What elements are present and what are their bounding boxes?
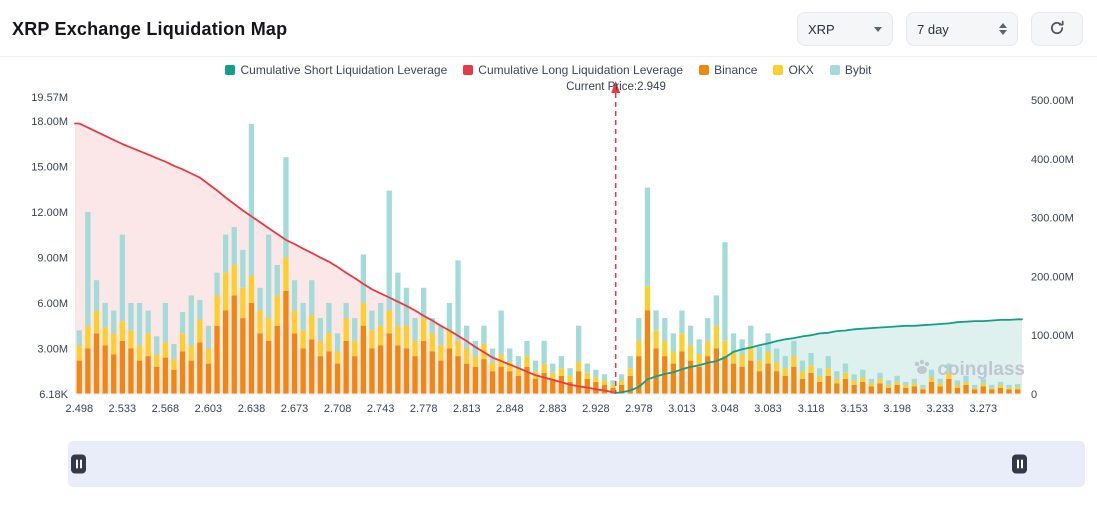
legend-label: Cumulative Long Liquidation Leverage bbox=[478, 63, 684, 77]
refresh-icon bbox=[1048, 19, 1066, 40]
legend-item-cumulative-long[interactable]: Cumulative Long Liquidation Leverage bbox=[463, 63, 683, 77]
svg-text:3.118: 3.118 bbox=[798, 403, 825, 415]
legend-item-bybit[interactable]: Bybit bbox=[829, 63, 872, 77]
svg-text:3.013: 3.013 bbox=[668, 403, 696, 415]
svg-text:2.603: 2.603 bbox=[195, 403, 223, 415]
up-down-stepper-icon bbox=[999, 23, 1007, 35]
svg-text:2.708: 2.708 bbox=[324, 403, 352, 415]
svg-text:400.00M: 400.00M bbox=[1031, 154, 1074, 166]
svg-text:3.273: 3.273 bbox=[970, 403, 998, 415]
svg-text:2.778: 2.778 bbox=[410, 403, 438, 415]
legend-item-binance[interactable]: Binance bbox=[699, 63, 757, 77]
svg-text:2.813: 2.813 bbox=[453, 403, 481, 415]
legend-label: Bybit bbox=[844, 63, 872, 77]
legend-label: Binance bbox=[714, 63, 758, 77]
legend-swatch-okx bbox=[773, 65, 784, 75]
svg-text:2.498: 2.498 bbox=[66, 403, 94, 415]
legend-label: Cumulative Short Liquidation Leverage bbox=[240, 63, 448, 77]
svg-text:2.568: 2.568 bbox=[152, 403, 180, 415]
chart-area: Cumulative Short Liquidation Leverage Cu… bbox=[0, 61, 1097, 429]
liquidation-chart-canvas[interactable]: 19.57M 18.00M 15.00M 12.00M 9.00M 6.00M 3.00M 6… bbox=[0, 79, 1097, 424]
svg-text:6.18K: 6.18K bbox=[39, 389, 68, 401]
current-price-label: Current Price:2.949 bbox=[566, 81, 666, 93]
svg-text:2.978: 2.978 bbox=[625, 403, 653, 415]
svg-text:3.153: 3.153 bbox=[840, 403, 868, 415]
svg-text:2.928: 2.928 bbox=[582, 403, 610, 415]
navigator-left-handle[interactable] bbox=[71, 454, 86, 474]
legend-item-cumulative-short[interactable]: Cumulative Short Liquidation Leverage bbox=[225, 63, 447, 77]
period-select-value: 7 day bbox=[917, 21, 949, 37]
chart-legend: Cumulative Short Liquidation Leverage Cu… bbox=[0, 61, 1097, 79]
svg-text:2.883: 2.883 bbox=[539, 403, 567, 415]
svg-text:300.00M: 300.00M bbox=[1031, 213, 1074, 225]
refresh-button[interactable] bbox=[1031, 12, 1083, 46]
svg-text:15.00M: 15.00M bbox=[31, 161, 68, 173]
svg-text:0: 0 bbox=[1031, 389, 1037, 401]
svg-text:2.848: 2.848 bbox=[496, 403, 524, 415]
coin-select[interactable]: XRP bbox=[797, 12, 893, 46]
navigator-right-handle[interactable] bbox=[1012, 454, 1027, 474]
svg-text:2.533: 2.533 bbox=[109, 403, 137, 415]
page-title: XRP Exchange Liquidation Map bbox=[12, 18, 288, 39]
svg-text:12.00M: 12.00M bbox=[31, 207, 68, 219]
chevron-down-icon bbox=[874, 26, 882, 32]
svg-text:2.638: 2.638 bbox=[238, 403, 266, 415]
svg-text:18.00M: 18.00M bbox=[31, 116, 68, 128]
svg-text:3.00M: 3.00M bbox=[37, 344, 68, 356]
svg-text:3.048: 3.048 bbox=[711, 403, 739, 415]
legend-label: OKX bbox=[788, 63, 814, 77]
svg-text:3.233: 3.233 bbox=[926, 403, 954, 415]
legend-swatch-bybit bbox=[829, 65, 840, 75]
page-header: XRP Exchange Liquidation Map XRP 7 day bbox=[0, 0, 1097, 57]
svg-text:200.00M: 200.00M bbox=[1031, 271, 1074, 283]
legend-swatch-binance bbox=[699, 65, 710, 75]
legend-swatch-short bbox=[225, 65, 236, 75]
coin-select-value: XRP bbox=[808, 21, 835, 37]
svg-text:3.198: 3.198 bbox=[883, 403, 911, 415]
svg-text:500.00M: 500.00M bbox=[1031, 95, 1074, 107]
period-select[interactable]: 7 day bbox=[906, 12, 1018, 46]
svg-text:2.743: 2.743 bbox=[367, 403, 395, 415]
svg-text:6.00M: 6.00M bbox=[37, 298, 68, 310]
chart-navigator[interactable] bbox=[68, 441, 1085, 487]
legend-swatch-long bbox=[463, 65, 474, 75]
svg-text:100.00M: 100.00M bbox=[1031, 330, 1074, 342]
legend-item-okx[interactable]: OKX bbox=[773, 63, 814, 77]
svg-text:9.00M: 9.00M bbox=[37, 252, 68, 264]
svg-text:19.57M: 19.57M bbox=[31, 92, 68, 104]
svg-text:2.673: 2.673 bbox=[281, 403, 309, 415]
header-controls: XRP 7 day bbox=[797, 12, 1083, 46]
svg-text:3.083: 3.083 bbox=[754, 403, 782, 415]
